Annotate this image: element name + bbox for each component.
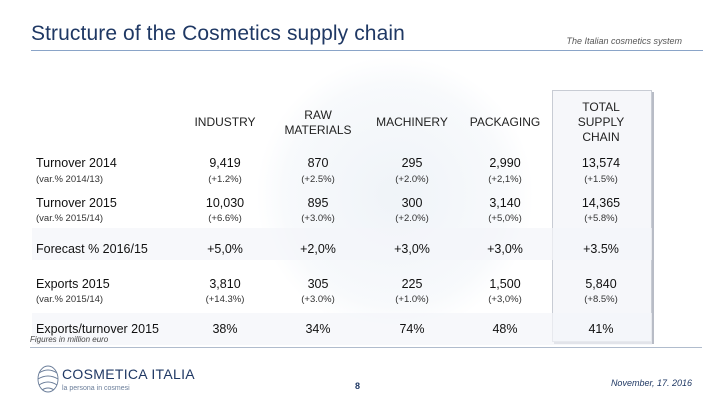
table-cell-variation: (+1.0%) xyxy=(395,294,429,305)
row-sublabel: (var.% 2014/13) xyxy=(36,174,104,185)
table-cell: +5,0% xyxy=(207,242,243,256)
table-cell: 9,419 xyxy=(209,156,241,170)
row-label: Forecast % 2016/15 xyxy=(36,242,148,256)
table-cell: 1,500 xyxy=(489,277,521,291)
table-cell: 38% xyxy=(212,322,238,336)
table-cell-variation: (+2.0%) xyxy=(395,213,429,224)
cosmetica-italia-logo-icon xyxy=(37,365,59,393)
table-cell: 13,574 xyxy=(581,156,621,170)
table-cell-variation: (+3,0%) xyxy=(488,294,522,305)
col-header-packaging: PACKAGING xyxy=(469,115,541,129)
table-cell: +3.5% xyxy=(583,242,619,256)
col-header-machinery: MACHINERY xyxy=(376,115,448,129)
table-cell: 2,990 xyxy=(489,156,521,170)
table-cell-variation: (+1.5%) xyxy=(584,174,618,185)
row-sublabel: (var.% 2015/14) xyxy=(36,213,104,224)
row-label: Exports 2015 xyxy=(36,277,110,291)
table-cell-variation: (+8.5%) xyxy=(584,294,618,305)
col-header-industry: INDUSTRY xyxy=(194,115,256,129)
table-cell: 3,810 xyxy=(209,277,241,291)
table-cell-variation: (+1.2%) xyxy=(208,174,242,185)
page-number: 8 xyxy=(355,381,361,391)
table-cell: 48% xyxy=(492,322,518,336)
total-column-highlight xyxy=(552,90,652,342)
table-cell-variation: (+2.5%) xyxy=(301,174,335,185)
table-cell-variation: (+6.6%) xyxy=(208,213,242,224)
footnote: Figures in million euro xyxy=(30,335,109,344)
row-sublabel: (var.% 2015/14) xyxy=(36,294,104,305)
col-header-raw-materials: RAW MATERIALS xyxy=(284,107,352,137)
footer-divider xyxy=(30,347,702,348)
watermark-logo-icon xyxy=(255,55,535,335)
table-cell: +3,0% xyxy=(487,242,523,256)
table-cell-variation: (+5,0%) xyxy=(488,213,522,224)
table-cell: 225 xyxy=(401,277,423,291)
table-cell-variation: (+5.8%) xyxy=(584,213,618,224)
section-subtitle: The Italian cosmetics system xyxy=(566,36,682,46)
table-cell: 10,030 xyxy=(205,196,245,210)
table-cell: 870 xyxy=(307,156,329,170)
table-cell: 305 xyxy=(307,277,329,291)
title-divider xyxy=(31,50,703,51)
table-cell-variation: (+3.0%) xyxy=(301,213,335,224)
table-cell: 3,140 xyxy=(489,196,521,210)
col-header-total-supply-chain: TOTAL SUPPLY CHAIN xyxy=(577,100,625,144)
table-cell: +2,0% xyxy=(300,242,336,256)
table-cell: 34% xyxy=(305,322,331,336)
table-cell: 295 xyxy=(401,156,423,170)
row-label: Turnover 2015 xyxy=(36,196,117,210)
row-label: Exports/turnover 2015 xyxy=(36,322,159,336)
row-band-forecast xyxy=(32,228,652,260)
table-cell: 300 xyxy=(401,196,423,210)
table-cell-variation: (+14.3%) xyxy=(205,294,245,305)
table-cell-variation: (+2.0%) xyxy=(395,174,429,185)
logo-tagline: la persona in cosmesi xyxy=(62,385,130,392)
footer-date: November, 17. 2016 xyxy=(610,378,692,388)
row-label: Turnover 2014 xyxy=(36,156,117,170)
page-title: Structure of the Cosmetics supply chain xyxy=(31,22,405,45)
table-cell: 74% xyxy=(399,322,425,336)
table-cell: +3,0% xyxy=(394,242,430,256)
table-cell: 41% xyxy=(588,322,614,336)
row-band-exports-turnover xyxy=(32,313,652,345)
table-cell-variation: (+3.0%) xyxy=(301,294,335,305)
logo-name: COSMETICA ITALIA xyxy=(62,366,195,382)
table-cell: 895 xyxy=(307,196,329,210)
table-cell: 5,840 xyxy=(585,277,617,291)
table-cell: 14,365 xyxy=(581,196,621,210)
table-cell-variation: (+2,1%) xyxy=(488,174,522,185)
